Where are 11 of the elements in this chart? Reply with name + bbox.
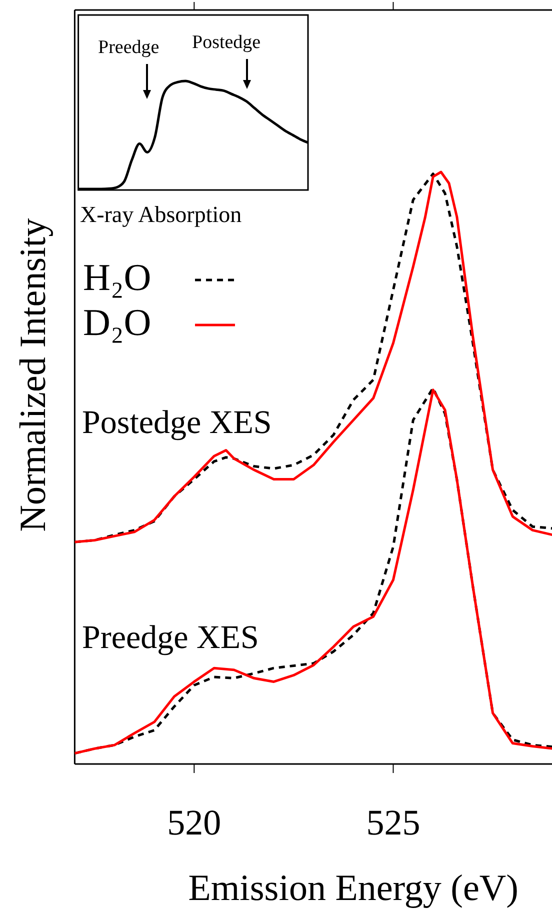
x-tick-label: 525 [366, 802, 420, 843]
y-axis-title: Normalized Intensity [13, 218, 54, 532]
annotation: Preedge XES [82, 620, 259, 656]
x-tick-label: 520 [167, 802, 222, 843]
text: Preedge [98, 37, 160, 58]
text: Postedge [192, 32, 261, 53]
annotation: Postedge XES [82, 405, 272, 441]
x-axis-title: Emission Energy (eV) [188, 868, 518, 909]
legend-label: H₂O [83, 257, 152, 299]
x-axis-title: X-ray Absorption [80, 202, 242, 227]
legend-label: D₂O [83, 302, 152, 344]
